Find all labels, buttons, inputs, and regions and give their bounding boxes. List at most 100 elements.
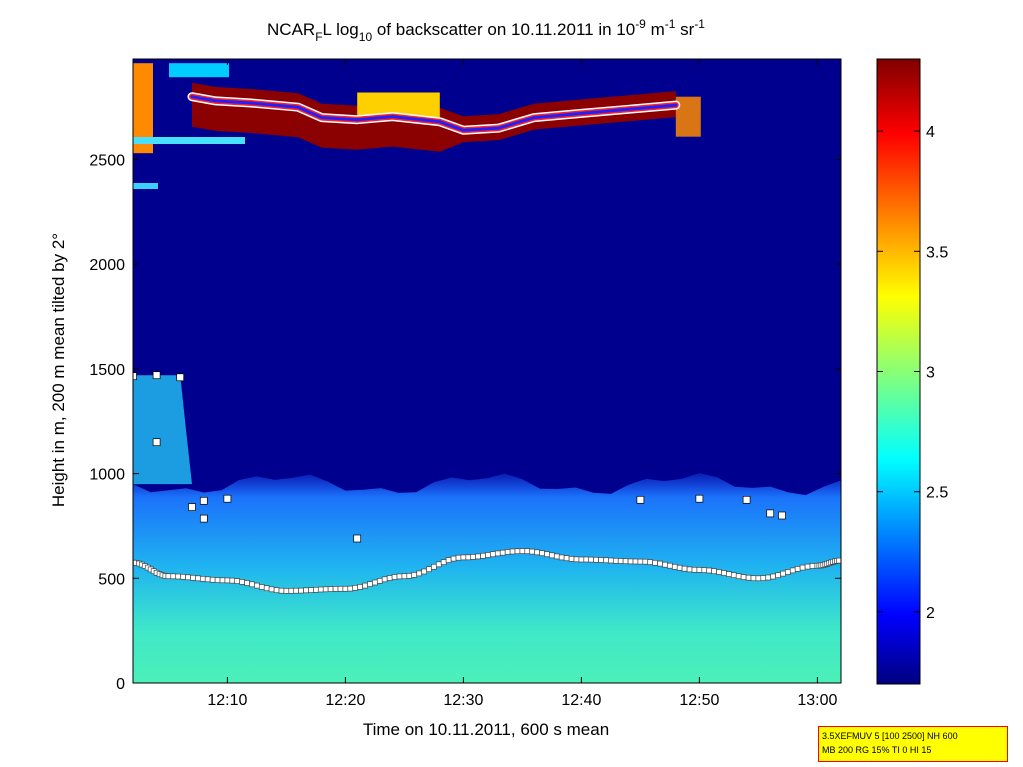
boundary-layer-marker [357,584,363,590]
boundary-layer-marker [445,557,452,563]
boundary-layer-marker [627,558,634,565]
boundary-layer-marker [219,577,226,584]
title-part: L log [323,20,359,39]
info-line: MB 200 RG 15% TI 0 HI 15 [822,745,932,755]
y-axis-label: Height in m, 200 m mean tilted by 2° [49,233,68,507]
boundary-layer-marker [460,554,467,561]
boundary-layer-marker [416,570,423,577]
boundary-layer-marker [347,585,354,592]
boundary-layer-marker [760,575,767,581]
boundary-layer-marker [735,573,742,580]
boundary-layer-marker [617,558,624,564]
boundary-layer-marker [431,563,437,570]
layer-marker [188,503,196,511]
boundary-layer-marker [490,551,496,558]
boundary-layer-marker [711,568,717,575]
boundary-layer-marker [278,587,285,594]
boundary-layer-marker [475,553,481,560]
title-superscript: -9 [635,17,646,31]
boundary-layer-marker [376,578,383,584]
boundary-layer-marker [249,581,255,588]
boundary-layer-marker [342,585,349,592]
layer-marker [778,511,786,520]
boundary-layer-marker [263,585,270,592]
boundary-layer-marker [332,586,339,592]
boundary-layer-marker [524,548,531,555]
boundary-layer-marker [671,563,678,570]
colorbar-tick-label: 2 [926,605,935,622]
boundary-layer-marker [258,584,265,590]
boundary-layer-marker [780,570,786,577]
boundary-layer-marker [499,549,506,556]
boundary-layer-marker [273,587,280,594]
boundary-layer-marker [504,549,511,555]
cloud-edge [169,63,229,78]
title-superscript: -1 [665,17,676,31]
cloud-edge [675,96,701,137]
processing-info-box: 3.5XEFMUV 5 [100 2500] NH 600 MB 200 RG … [818,726,1008,762]
layer-marker [152,438,161,447]
boundary-layer-marker [352,585,359,591]
boundary-layer-marker [765,574,772,581]
boundary-layer-marker [657,560,663,567]
boundary-layer-marker [775,572,781,579]
title-subscript: 10 [359,30,373,44]
x-tick-label: 12:50 [679,692,719,709]
boundary-layer-marker [681,565,688,572]
x-tick-label: 12:40 [561,692,601,709]
upper-streak [133,137,245,144]
layer-marker [353,534,362,543]
plot-frame [132,58,842,684]
y-tick-label: 1000 [89,467,125,484]
boundary-layer-marker [642,558,649,565]
boundary-layer-marker [465,554,472,561]
boundary-layer-marker [317,586,324,593]
boundary-layer-marker [229,577,236,584]
boundary-layer-marker [234,578,241,584]
boundary-layer-marker [337,585,344,592]
boundary-layer-marker [322,586,329,593]
boundary-layer-marker [455,554,462,561]
boundary-layer-marker [421,568,427,575]
boundary-layer-marker [539,550,545,557]
boundary-layer-marker [239,579,246,585]
boundary-layer-marker [612,557,619,564]
boundary-layer-marker [283,588,290,594]
boundary-layer-marker [268,586,275,593]
layer-marker [636,495,645,504]
boundary-layer-marker [401,573,408,580]
y-tick-label: 1500 [89,362,125,379]
colorbar-tick-label: 3 [926,365,935,382]
boundary-layer-marker [583,556,590,563]
title-part: m [646,20,665,39]
boundary-layer-marker [544,551,550,558]
colorbar-tick-label: 4 [926,124,935,141]
title-part: NCAR [267,20,315,39]
boundary-layer-marker [367,581,373,587]
boundary-layer-marker [632,558,639,565]
boundary-layer-marker [755,575,762,582]
boundary-layer-marker [195,575,201,582]
boundary-layer-marker [244,580,250,586]
boundary-layer-marker [637,558,644,565]
boundary-layer-marker [293,587,300,594]
boundary-layer-marker [204,576,211,583]
colorbar-axis: 2 2.5 3 3.5 4 [877,124,948,622]
boundary-layer-marker [716,569,722,575]
boundary-layer-marker [175,573,182,580]
boundary-layer-marker [386,575,393,581]
x-axis-label: Time on 10.11.2011, 600 s mean [363,720,609,739]
layer-marker [766,509,775,518]
boundary-layer-marker [450,555,457,562]
title-part: of backscatter on 10.11.2011 in 10 [372,20,635,39]
boundary-layer-marker [381,576,388,583]
boundary-layer-marker [190,574,196,581]
layer-marker [199,514,208,523]
boundary-layer-marker [534,549,541,556]
boundary-layer-marker [598,557,604,563]
boundary-layer-marker [750,575,757,582]
boundary-layer-marker [440,559,447,565]
boundary-layer-marker [745,574,752,581]
boundary-layer-marker [224,577,231,584]
